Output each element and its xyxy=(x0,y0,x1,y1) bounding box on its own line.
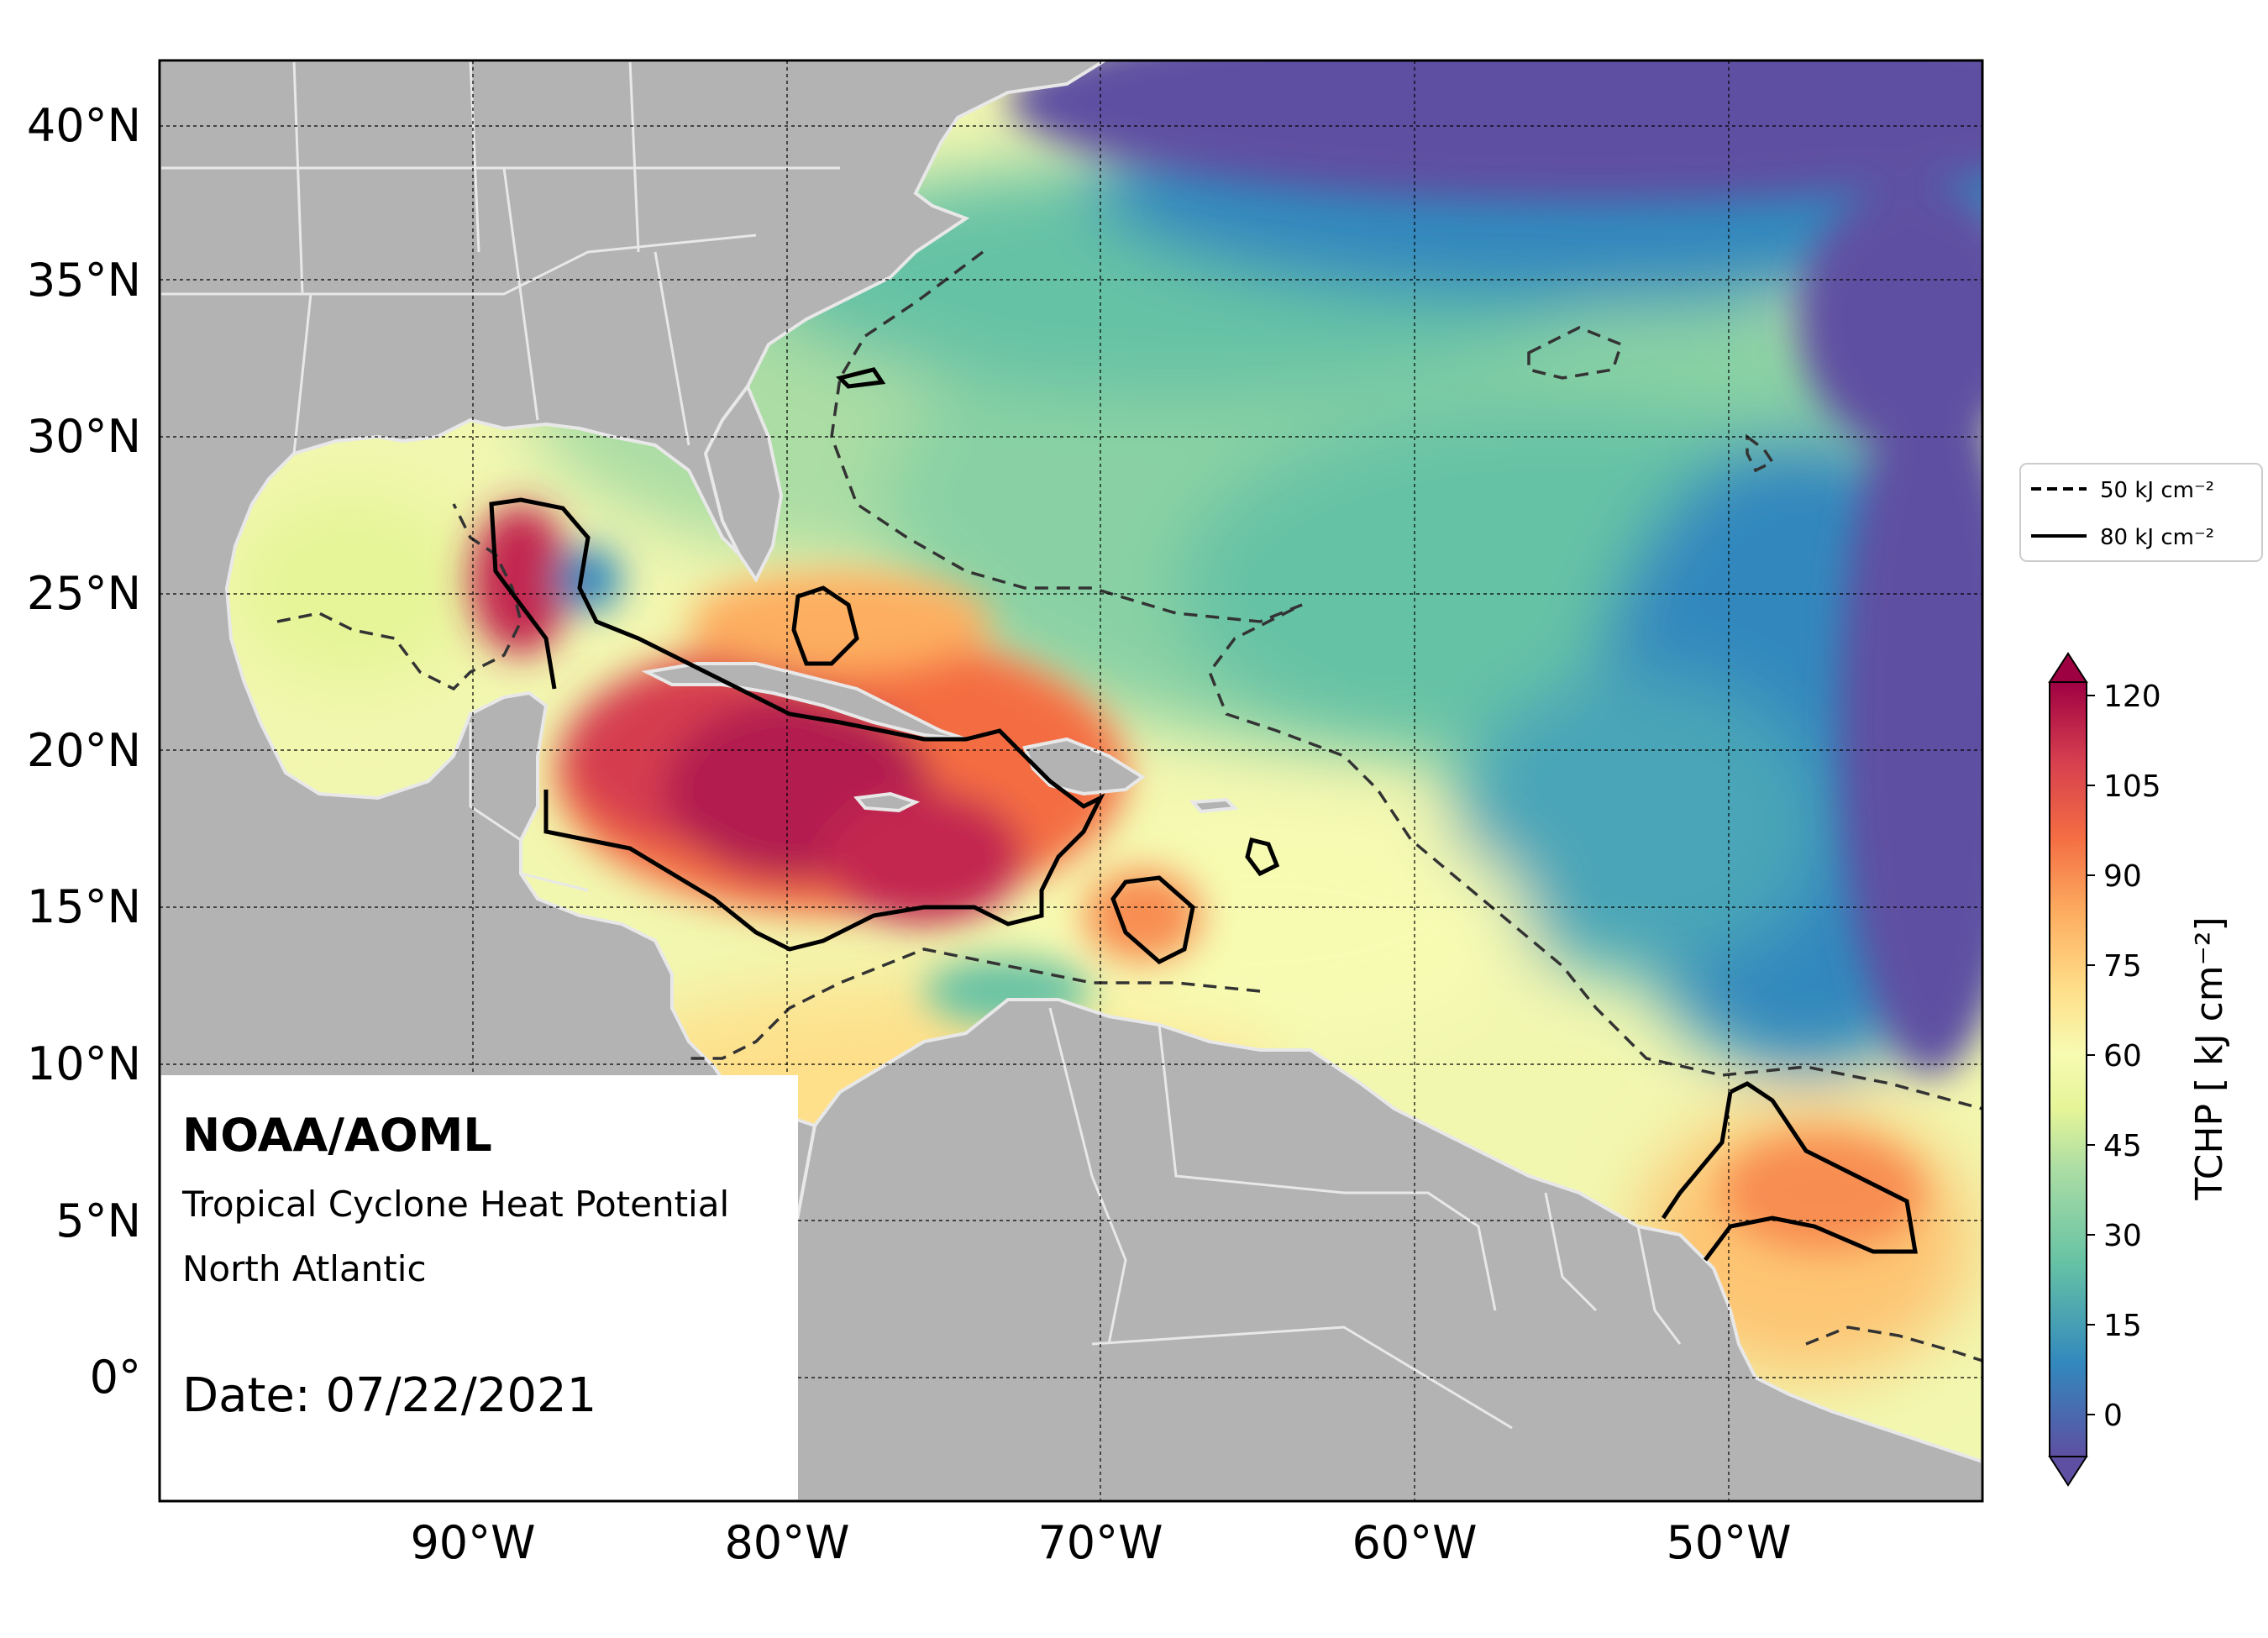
colorbar-tick-15: 15 xyxy=(2103,1309,2142,1343)
map-frame xyxy=(158,59,1984,1503)
colorbar-tick-0: 0 xyxy=(2103,1399,2123,1433)
lat-label-15: 15°N xyxy=(27,880,141,933)
lon-labels: 90°W 80°W 70°W 60°W 50°W xyxy=(410,1516,1791,1569)
lat-label-10: 10°N xyxy=(27,1037,141,1090)
colorbar-max-arrow xyxy=(2048,652,2088,683)
lat-label-30: 30°N xyxy=(27,410,141,463)
lon-label-60w: 60°W xyxy=(1352,1516,1477,1569)
colorbar-tick-30: 30 xyxy=(2103,1219,2142,1253)
lat-label-40: 40°N xyxy=(27,99,141,152)
legend-dashed-label: 50 kJ cm⁻² xyxy=(2100,478,2214,503)
colorbar-tick-90: 90 xyxy=(2103,859,2142,894)
jamaica xyxy=(853,791,921,813)
lat-label-5: 5°N xyxy=(55,1194,141,1247)
annotation-product: Tropical Cyclone Heat Potential xyxy=(181,1184,729,1225)
colorbar-tick-120: 120 xyxy=(2103,680,2161,714)
lat-label-35: 35°N xyxy=(27,254,141,307)
lat-label-25: 25°N xyxy=(27,567,141,620)
colorbar-tick-45: 45 xyxy=(2103,1129,2142,1163)
lon-label-80w: 80°W xyxy=(724,1516,849,1569)
lon-label-90w: 90°W xyxy=(410,1516,535,1569)
florida xyxy=(703,383,784,583)
map-panel xyxy=(160,60,1982,1501)
colorbar-tick-75: 75 xyxy=(2103,949,2142,984)
hispaniola xyxy=(1022,737,1146,796)
annotation-org: NOAA/AOML xyxy=(182,1109,492,1162)
colorbar-min-arrow xyxy=(2048,1456,2088,1487)
annotation-date: Date: 07/22/2021 xyxy=(182,1368,596,1423)
contour-80 xyxy=(489,367,1918,1262)
lat-label-0: 0° xyxy=(90,1351,141,1404)
colorbar: 120 105 90 75 60 45 30 15 0 TCHP [ kJ cm… xyxy=(2048,652,2231,1487)
lon-label-70w: 70°W xyxy=(1037,1516,1163,1569)
south-america xyxy=(753,998,1982,1501)
contour-legend: 50 kJ cm⁻² 80 kJ cm⁻² xyxy=(2019,463,2263,562)
colorbar-title: TCHP [ kJ cm⁻²] xyxy=(2188,916,2231,1200)
colorbar-tick-60: 60 xyxy=(2103,1039,2142,1074)
colorbar-tick-105: 105 xyxy=(2103,769,2161,804)
puerto-rico xyxy=(1189,797,1239,814)
annotation-region: North Atlantic xyxy=(182,1248,427,1289)
lon-label-50w: 50°W xyxy=(1666,1516,1791,1569)
lat-label-20: 20°N xyxy=(27,724,141,777)
annotation-box xyxy=(160,1075,798,1501)
lat-labels: 40°N 35°N 30°N 25°N 20°N 15°N 10°N 5°N 0… xyxy=(27,99,141,1404)
colorbar-ramp xyxy=(2049,681,2087,1457)
legend-solid-label: 80 kJ cm⁻² xyxy=(2100,525,2214,550)
